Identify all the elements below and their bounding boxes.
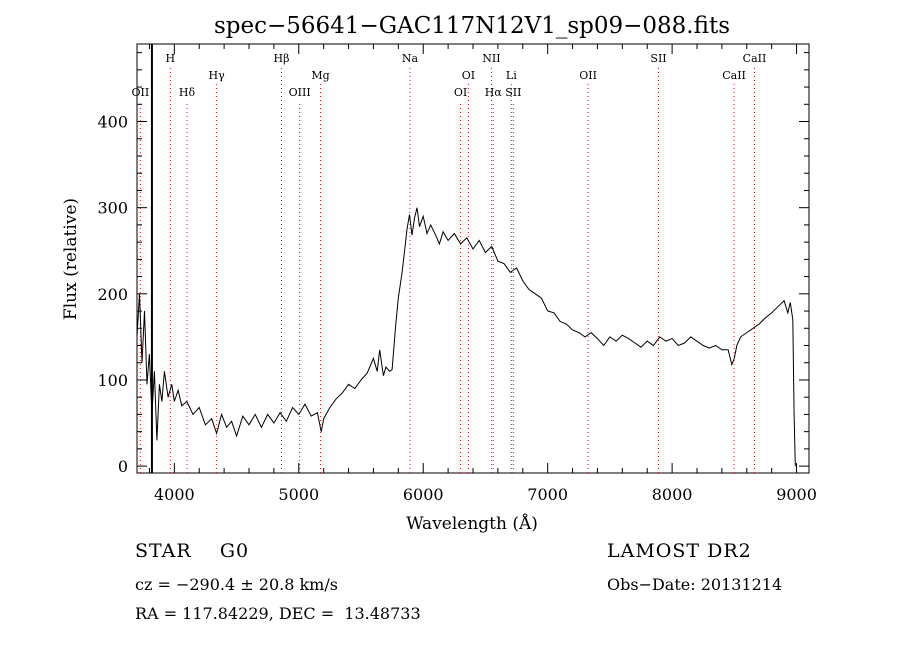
spectral-line-label: SII xyxy=(650,52,666,65)
spectral-line-label: CaII xyxy=(722,69,746,82)
x-tick-labels: 4000 5000 6000 7000 8000 9000 xyxy=(154,485,817,504)
chart-title: spec−56641−GAC117N12V1_sp09−088.fits xyxy=(214,13,730,39)
redshift-velocity: cz = −290.4 ± 20.8 km/s xyxy=(135,575,338,594)
spectral-line-label: Mg xyxy=(311,69,329,82)
spectral-line-label: NII xyxy=(482,52,500,65)
spectral-line-label: Hα xyxy=(485,86,503,99)
spectral-line-label: OIII xyxy=(289,86,311,99)
spectral-line-label: OI xyxy=(462,69,475,82)
spectral-line-label: Hδ xyxy=(179,86,196,99)
observation-date: Obs−Date: 20131214 xyxy=(607,575,783,594)
y-tick-label: 400 xyxy=(97,113,128,132)
spectral-line-label: OII xyxy=(579,69,597,82)
star-classification: STAR G0 xyxy=(135,540,250,562)
axis-ticks xyxy=(137,44,809,473)
survey-name: LAMOST DR2 xyxy=(607,540,752,562)
y-tick-label: 300 xyxy=(97,199,128,218)
y-axis-label: Flux (relative) xyxy=(61,198,81,320)
x-tick-label: 7000 xyxy=(527,485,568,504)
x-tick-label: 5000 xyxy=(278,485,319,504)
y-tick-label: 200 xyxy=(97,285,128,304)
spectral-line-label: H xyxy=(166,52,176,65)
y-tick-labels: 0 100 200 300 400 xyxy=(97,113,128,477)
spectral-line-label: Hβ xyxy=(274,52,290,65)
spectral-line-label: CaII xyxy=(743,52,767,65)
plot-frame xyxy=(136,43,810,474)
spectral-line-markers xyxy=(139,44,755,473)
spectral-line-label: OI xyxy=(454,86,467,99)
spectral-line-label: OII xyxy=(132,86,150,99)
x-tick-label: 8000 xyxy=(652,485,693,504)
spectral-line-label: Hγ xyxy=(209,69,226,82)
x-tick-label: 6000 xyxy=(403,485,444,504)
x-axis-label: Wavelength (Å) xyxy=(406,513,538,534)
spectral-line-label: Na xyxy=(402,52,419,65)
y-tick-label: 100 xyxy=(97,371,128,390)
spectral-line-label: SII xyxy=(505,86,521,99)
y-tick-label: 0 xyxy=(118,457,128,476)
x-tick-label: 4000 xyxy=(154,485,195,504)
x-tick-label: 9000 xyxy=(776,485,817,504)
spectrum-line xyxy=(136,207,796,467)
spectral-line-label: Li xyxy=(506,69,517,82)
coordinates: RA = 117.84229, DEC = 13.48733 xyxy=(135,604,421,623)
